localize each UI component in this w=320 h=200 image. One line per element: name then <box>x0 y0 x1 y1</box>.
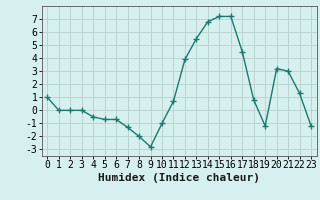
X-axis label: Humidex (Indice chaleur): Humidex (Indice chaleur) <box>98 173 260 183</box>
